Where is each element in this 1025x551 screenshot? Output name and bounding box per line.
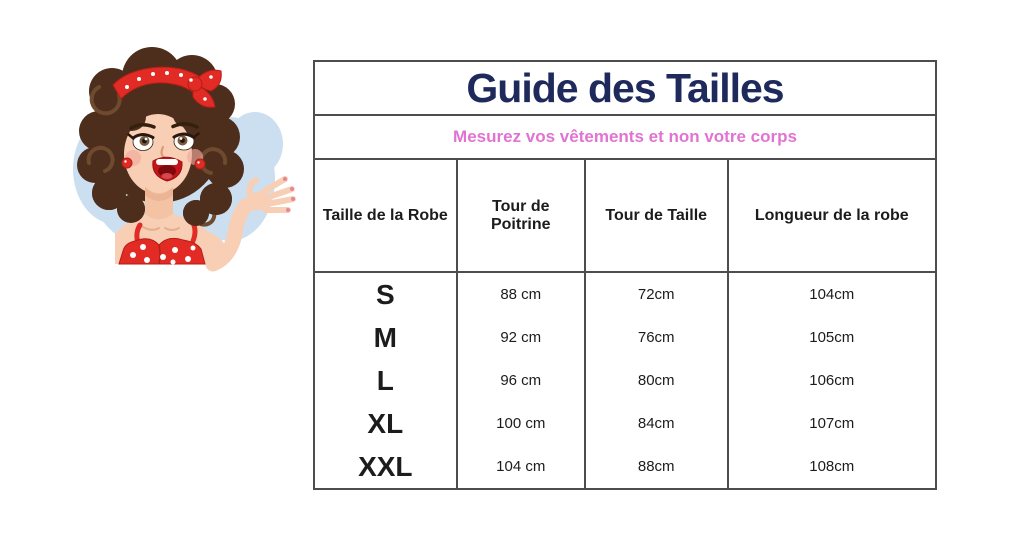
size-cell: XXL — [315, 445, 458, 488]
bust-cell: 92 cm — [458, 316, 586, 359]
size-cell: S — [315, 273, 458, 316]
earrings — [121, 157, 206, 170]
waist-cell: 76cm — [586, 316, 729, 359]
arm-and-hand — [205, 176, 296, 272]
size-cell: XL — [315, 402, 458, 445]
length-cell: 104cm — [809, 286, 855, 303]
bust-cell: 104 cm — [458, 445, 586, 488]
column-header-bust: Tour de Poitrine — [458, 160, 586, 271]
table-header-row: Taille de la Robe Tour de Poitrine Tour … — [315, 160, 935, 273]
column-header-dress-length: Longueur de la robe — [754, 206, 909, 224]
eyes — [127, 122, 200, 151]
length-cell: 105cm — [809, 329, 855, 346]
table-body: S 88 cm 72cm 104cm M 92 cm 76cm 105cm L … — [315, 273, 935, 488]
size-guide-table: Guide des Tailles Mesurez vos vêtements … — [313, 60, 937, 490]
bust-cell: 88 cm — [458, 273, 586, 316]
size-cell: L — [315, 359, 458, 402]
fingernails — [283, 177, 295, 212]
length-cell: 107cm — [809, 415, 855, 432]
waist-cell: 88cm — [586, 445, 729, 488]
pinup-girl-svg — [73, 47, 296, 272]
length-cell: 106cm — [809, 372, 855, 389]
bustier — [118, 220, 206, 265]
table-title: Guide des Tailles — [315, 62, 935, 116]
column-header-waist: Tour de Taille — [586, 160, 729, 271]
pinup-girl-illustration — [55, 28, 300, 295]
hair-over-shoulders — [92, 176, 232, 226]
size-cell: M — [315, 316, 458, 359]
length-cell: 108cm — [809, 458, 855, 475]
eyebrows — [129, 122, 199, 130]
neck — [145, 187, 173, 220]
bandana — [112, 66, 222, 108]
table-subtitle: Mesurez vos vêtements et non votre corps — [315, 116, 935, 160]
column-header-dress-size: Taille de la Robe — [315, 160, 458, 271]
bust-cell: 100 cm — [458, 402, 586, 445]
waist-cell: 72cm — [586, 273, 729, 316]
bust-cell: 96 cm — [458, 359, 586, 402]
mouth — [152, 156, 183, 182]
waist-cell: 80cm — [586, 359, 729, 402]
waist-cell: 84cm — [586, 402, 729, 445]
